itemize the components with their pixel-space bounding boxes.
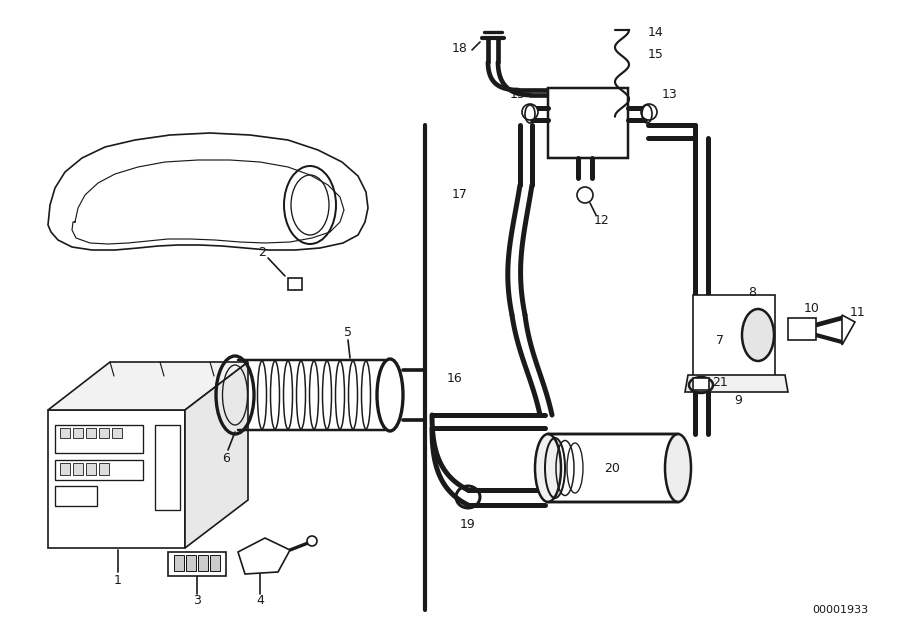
Bar (186, 555, 196, 571)
Bar (174, 555, 184, 571)
Polygon shape (685, 375, 788, 392)
Bar (73, 463, 83, 475)
Text: 3: 3 (194, 594, 201, 608)
Bar (60, 463, 70, 475)
Text: 5: 5 (344, 326, 352, 340)
Polygon shape (48, 362, 248, 410)
Bar (288, 278, 302, 290)
Bar (55, 486, 97, 506)
Ellipse shape (742, 309, 774, 361)
Text: 00001933: 00001933 (812, 605, 868, 615)
Bar (548, 88, 628, 158)
Polygon shape (842, 315, 855, 345)
Bar (86, 463, 96, 475)
Bar (155, 425, 180, 510)
Circle shape (641, 104, 657, 120)
Text: 11: 11 (850, 305, 866, 319)
Text: 8: 8 (748, 286, 756, 298)
Text: 2: 2 (258, 246, 265, 260)
Text: 12: 12 (594, 213, 610, 227)
Text: 14: 14 (648, 25, 664, 39)
Bar (198, 555, 208, 571)
Circle shape (522, 104, 538, 120)
Text: 17: 17 (452, 189, 468, 201)
Text: 4: 4 (256, 594, 264, 608)
Bar (693, 378, 709, 390)
Bar (60, 428, 70, 438)
Bar (112, 428, 122, 438)
Circle shape (577, 187, 593, 203)
Bar (55, 425, 143, 453)
Text: 9: 9 (734, 394, 742, 406)
Polygon shape (693, 295, 775, 380)
Polygon shape (185, 362, 248, 548)
Bar (548, 434, 678, 502)
Text: 13: 13 (510, 88, 526, 102)
Bar (788, 318, 816, 340)
Polygon shape (48, 133, 368, 250)
Ellipse shape (535, 434, 561, 502)
Text: 13: 13 (662, 88, 678, 102)
Bar (55, 460, 143, 480)
Bar (168, 552, 226, 576)
Bar (86, 428, 96, 438)
Text: 1: 1 (114, 573, 122, 587)
Text: 18: 18 (452, 41, 468, 55)
Ellipse shape (665, 434, 691, 502)
Polygon shape (238, 538, 290, 574)
Bar (73, 428, 83, 438)
Bar (210, 555, 220, 571)
Text: 20: 20 (604, 462, 620, 474)
Text: 19: 19 (460, 519, 476, 531)
Text: 21: 21 (712, 375, 728, 389)
Polygon shape (48, 410, 185, 548)
Text: 15: 15 (648, 48, 664, 62)
Bar (99, 428, 109, 438)
Bar (99, 463, 109, 475)
Circle shape (307, 536, 317, 546)
Text: 7: 7 (716, 333, 724, 347)
Text: 6: 6 (222, 451, 230, 464)
Text: 10: 10 (804, 302, 820, 314)
Text: 16: 16 (447, 371, 463, 385)
